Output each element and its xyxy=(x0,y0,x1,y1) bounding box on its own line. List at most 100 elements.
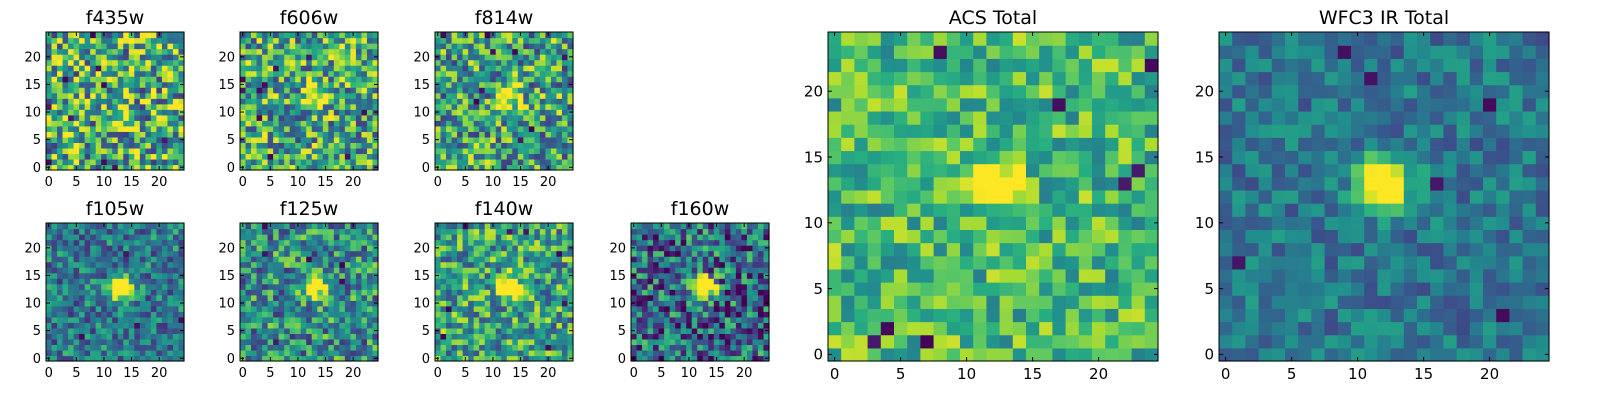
heatmap-cell xyxy=(273,103,280,110)
heatmap-cell xyxy=(68,43,75,50)
heatmap-cell xyxy=(156,234,163,241)
heatmap-cell xyxy=(539,43,546,50)
heatmap-cell xyxy=(57,272,64,279)
heatmap-cell xyxy=(468,228,475,235)
heatmap-cell xyxy=(150,59,157,66)
heatmap-cell xyxy=(435,256,442,263)
heatmap-cell xyxy=(724,245,731,252)
heatmap-cell xyxy=(251,114,258,121)
heatmap-cell xyxy=(484,234,491,241)
heatmap-cell xyxy=(669,261,676,268)
heatmap-cell xyxy=(473,120,480,127)
panel-title: f435w xyxy=(86,7,145,29)
heatmap-cell xyxy=(528,114,535,121)
heatmap-cell xyxy=(457,32,464,39)
heatmap-cell xyxy=(495,245,502,252)
heatmap-cell xyxy=(95,136,102,143)
heatmap-cell xyxy=(490,109,497,116)
heatmap-cell xyxy=(350,272,357,279)
heatmap-cell xyxy=(284,37,291,44)
heatmap-cell xyxy=(669,349,676,357)
heatmap-cell xyxy=(517,278,524,285)
heatmap-cell xyxy=(506,48,513,55)
heatmap-cell xyxy=(128,256,135,263)
heatmap-cell xyxy=(446,131,453,138)
heatmap-cell xyxy=(506,355,513,362)
heatmap-cell xyxy=(273,338,280,346)
heatmap-cell xyxy=(139,289,146,296)
heatmap-cell xyxy=(256,355,263,362)
heatmap-cell xyxy=(267,48,274,55)
heatmap-cell xyxy=(763,294,770,301)
heatmap-cell xyxy=(528,355,535,362)
heatmap-cell xyxy=(139,355,146,362)
heatmap-cell xyxy=(73,234,80,241)
heatmap-cell xyxy=(550,344,558,351)
heatmap-cell xyxy=(697,261,704,268)
heatmap-cell xyxy=(101,54,108,61)
heatmap-cell xyxy=(556,92,563,99)
heatmap-cell xyxy=(741,278,748,285)
heatmap-cell xyxy=(539,316,546,323)
heatmap-cell xyxy=(289,283,296,290)
heatmap-cell xyxy=(479,283,486,290)
heatmap-cell xyxy=(451,223,458,230)
heatmap-cell xyxy=(440,333,447,340)
heatmap-cell xyxy=(300,261,307,268)
heatmap-cell xyxy=(435,65,442,72)
heatmap-cell xyxy=(73,327,80,334)
heatmap-cell xyxy=(366,65,374,72)
heatmap-cell xyxy=(545,289,552,296)
heatmap-cell xyxy=(550,223,558,230)
heatmap-cell xyxy=(344,103,351,110)
heatmap-cell xyxy=(550,355,558,362)
heatmap-cell xyxy=(112,92,119,99)
y-tick-label: 0 xyxy=(422,352,430,367)
heatmap-cell xyxy=(128,59,135,66)
heatmap-cell xyxy=(295,311,302,318)
heatmap-cell xyxy=(278,76,285,83)
heatmap-cell xyxy=(1026,242,1040,257)
heatmap-cell xyxy=(95,234,102,241)
heatmap-cell xyxy=(517,48,524,55)
heatmap-cell xyxy=(284,120,291,127)
heatmap-cell xyxy=(372,76,379,83)
heatmap-cell xyxy=(556,256,563,263)
heatmap-cell xyxy=(867,229,882,244)
heatmap-cell xyxy=(1144,255,1159,270)
heatmap-cell xyxy=(112,272,119,279)
heatmap-cell xyxy=(468,289,475,296)
heatmap-cell xyxy=(545,261,552,268)
heatmap-cell xyxy=(501,316,508,323)
heatmap-cell xyxy=(361,109,368,116)
heatmap-cell xyxy=(112,147,119,155)
heatmap-cell xyxy=(300,234,307,241)
heatmap-cell xyxy=(106,256,113,263)
heatmap-cell xyxy=(686,283,693,290)
heatmap-cell xyxy=(289,267,296,274)
heatmap-cell xyxy=(317,333,324,340)
heatmap-cell xyxy=(697,333,704,340)
heatmap-cell xyxy=(658,283,665,290)
heatmap-cell xyxy=(1026,229,1040,244)
heatmap-cell xyxy=(328,223,335,230)
heatmap-cell xyxy=(372,70,379,77)
heatmap-cell xyxy=(339,305,346,312)
heatmap-cell xyxy=(300,147,307,155)
heatmap-cell xyxy=(256,327,263,334)
heatmap-cell xyxy=(240,250,247,257)
y-tick-label: 10 xyxy=(609,297,626,312)
heatmap-cell xyxy=(946,176,961,191)
heatmap-cell xyxy=(62,142,69,149)
heatmap-cell xyxy=(262,92,269,99)
heatmap-cell xyxy=(355,153,363,160)
heatmap-cell xyxy=(278,109,285,116)
heatmap-cell xyxy=(686,300,693,307)
heatmap-cell xyxy=(95,256,102,263)
heatmap-cell xyxy=(631,294,638,301)
heatmap-cell xyxy=(708,349,715,357)
heatmap-cell xyxy=(128,311,135,318)
heatmap-cell xyxy=(256,267,263,274)
heatmap-cell xyxy=(539,131,546,138)
